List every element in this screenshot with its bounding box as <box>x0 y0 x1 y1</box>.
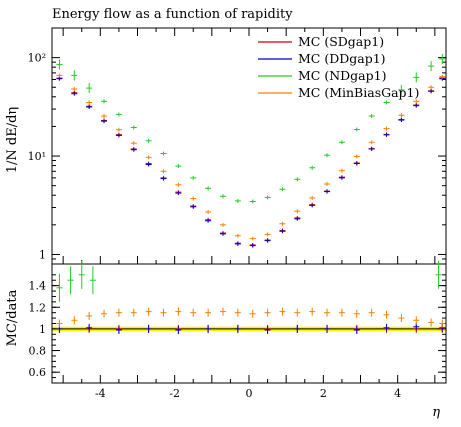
lower-plot-border <box>51 263 447 384</box>
x-tick-label: -4 <box>95 387 106 400</box>
x-tick-label: 2 <box>320 387 327 400</box>
series-mc-ddgap1- <box>56 76 446 248</box>
upper-plot-border <box>51 27 447 265</box>
legend: MC (SDgap1) MC (DDgap1) MC (NDgap1) MC (Min… <box>258 34 419 100</box>
upper-plot-frame <box>51 27 447 265</box>
series-mc-minbiasgap1- <box>56 73 446 241</box>
upper-series-group <box>56 53 446 248</box>
upper-y-tick-label: 10² <box>28 52 46 65</box>
ratio-series-mc-minbiasgap1- <box>56 307 446 328</box>
lower-y-tick-label: 1.4 <box>29 280 47 293</box>
legend-entry-label: MC (SDgap1) <box>298 34 384 49</box>
upper-y-axis-label: 1/N dE/dη <box>5 107 20 173</box>
lower-y-tick-label: 1 <box>39 323 46 336</box>
lower-y-tick-label: 0.8 <box>29 345 47 358</box>
lower-ticks: 0.6 0.8 1 1.2 1.4 -4 -2 0 2 4 <box>29 274 446 400</box>
lower-y-tick-label: 1.2 <box>29 301 47 314</box>
upper-y-tick-label: 10¹ <box>28 150 46 163</box>
ratio-series-mc-ndgap1- <box>56 260 442 302</box>
upper-y-tick-label: 1 <box>39 248 46 261</box>
lower-y-axis-label: MC/data <box>5 289 20 346</box>
lower-series-group <box>56 260 446 334</box>
series-mc-ndgap1- <box>56 53 446 204</box>
legend-entry-label: MC (NDgap1) <box>298 68 386 83</box>
upper-y-ticks: 1 10¹ 10² <box>28 28 446 265</box>
lower-y-tick-label: 0.6 <box>29 366 47 379</box>
legend-entry-label: MC (MinBiasGap1) <box>298 85 419 100</box>
legend-entry-label: MC (DDgap1) <box>298 51 386 66</box>
chart-title: Energy flow as a function of rapidity <box>52 7 293 22</box>
lower-plot-frame <box>51 263 447 384</box>
x-axis-label: η <box>432 405 440 420</box>
x-tick-label: -2 <box>169 387 180 400</box>
x-tick-label: 0 <box>246 387 253 400</box>
x-tick-label: 4 <box>394 387 401 400</box>
